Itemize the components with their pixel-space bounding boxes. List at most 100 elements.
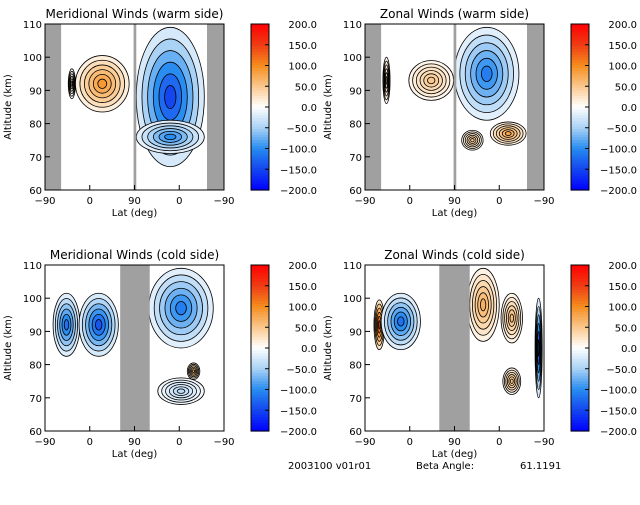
beta-value: 61.1191: [520, 461, 562, 472]
colorbar-swatch: [571, 101, 589, 105]
colorbar-swatch: [571, 24, 589, 28]
colorbar-swatch: [251, 323, 269, 327]
colorbar-tick-label: 50.0: [615, 82, 637, 93]
contour-level: [385, 76, 388, 85]
colorbar-swatch: [571, 65, 589, 69]
colorbar-swatch: [251, 148, 269, 152]
colorbar-swatch: [251, 364, 269, 368]
colorbar-tick-label: −150.0: [280, 406, 317, 417]
colorbar-swatch: [251, 353, 269, 357]
y-tick-label: 70: [29, 153, 42, 164]
colorbar-swatch: [571, 400, 589, 404]
contour-level: [95, 319, 103, 331]
colorbar-swatch: [251, 309, 269, 313]
colorbar-tick-label: 100.0: [288, 303, 317, 314]
colorbar-swatch: [571, 54, 589, 58]
colorbar-swatch: [251, 395, 269, 399]
colorbar-swatch: [571, 422, 589, 427]
colorbar-swatch: [251, 68, 269, 72]
chart-title: Meridional Winds (warm side): [46, 7, 224, 21]
colorbar-swatch: [571, 411, 589, 415]
colorbar-swatch: [571, 265, 589, 269]
colorbar-swatch: [251, 29, 269, 33]
y-tick-label: 110: [343, 20, 362, 31]
colorbar-tick-label: −200.0: [600, 427, 637, 438]
colorbar-swatch: [251, 24, 269, 28]
colorbar: 200.0 150.0 100.0 50.0 0.0 −50.0 −100.0 −150.0 −…: [250, 20, 317, 197]
colorbar-swatch: [571, 353, 589, 357]
colorbar-swatch: [571, 162, 589, 166]
colorbar-tick-label: 200.0: [288, 261, 317, 272]
colorbar-swatch: [251, 273, 269, 277]
colorbar-swatch: [251, 176, 269, 180]
colorbar-tick-label: 200.0: [608, 20, 637, 31]
y-axis-label: Altitude (km): [323, 74, 334, 140]
colorbar-swatch: [251, 292, 269, 297]
colorbar-swatch: [571, 59, 589, 64]
y-tick-label: 100: [343, 53, 362, 64]
colorbar-swatch: [571, 107, 589, 111]
colorbar-swatch: [251, 59, 269, 64]
colorbar-swatch: [251, 87, 269, 91]
colorbar-swatch: [251, 57, 269, 61]
colorbar-swatch: [251, 129, 269, 133]
colorbar-swatch: [251, 32, 269, 36]
colorbar-swatch: [571, 419, 589, 424]
colorbar-swatch: [571, 361, 589, 366]
beta-label: Beta Angle:: [416, 461, 475, 472]
colorbar-swatch: [571, 334, 589, 338]
colorbar-swatch: [251, 173, 269, 177]
contour-level: [427, 76, 436, 85]
colorbar-swatch: [251, 98, 269, 103]
colorbar-swatch: [251, 270, 269, 274]
chart-title: Meridional Winds (cold side): [50, 248, 219, 262]
colorbar-swatch: [251, 317, 269, 321]
contour-level: [164, 133, 177, 141]
colorbar-swatch: [571, 278, 589, 283]
contour-level: [164, 85, 177, 110]
colorbar-swatch: [571, 336, 589, 341]
colorbar-swatch: [571, 178, 589, 183]
y-tick-label: 60: [349, 186, 362, 197]
x-tick-label: −90: [354, 196, 375, 207]
colorbar-tick-label: 0.0: [301, 344, 317, 355]
y-tick-label: 90: [29, 327, 42, 338]
y-tick-label: 70: [349, 153, 362, 164]
colorbar: 200.0 150.0 100.0 50.0 0.0 −50.0 −100.0 −150.0 −…: [250, 261, 317, 438]
y-tick-label: 90: [349, 86, 362, 97]
colorbar-swatch: [571, 375, 589, 380]
x-tick-label: −90: [213, 196, 234, 207]
colorbar-swatch: [571, 281, 589, 285]
x-tick-label: −90: [34, 437, 55, 448]
x-tick-label: −90: [533, 196, 554, 207]
colorbar-swatch: [251, 298, 269, 302]
colorbar-swatch: [251, 101, 269, 105]
colorbar-swatch: [571, 395, 589, 399]
y-tick-label: 80: [349, 361, 362, 372]
colorbar-tick-label: −200.0: [280, 186, 317, 197]
colorbar-swatch: [251, 120, 269, 125]
y-tick-label: 60: [29, 427, 42, 438]
chart-panel: Zonal Winds (cold side) 60 70 80 90 100 110 −90…: [323, 248, 637, 460]
chart-title: Zonal Winds (cold side): [384, 248, 525, 262]
colorbar-swatch: [251, 328, 269, 332]
colorbar-swatch: [571, 287, 589, 291]
colorbar-tick-label: −150.0: [280, 165, 317, 176]
colorbar-swatch: [571, 414, 589, 418]
chart-title: Zonal Winds (warm side): [380, 7, 529, 21]
colorbar-swatch: [571, 131, 589, 136]
colorbar-swatch: [251, 342, 269, 346]
colorbar-swatch: [571, 118, 589, 122]
colorbar-swatch: [251, 278, 269, 283]
colorbar-swatch: [251, 159, 269, 163]
contour-level: [504, 131, 512, 136]
colorbar-swatch: [571, 115, 589, 119]
colorbar-swatch: [571, 428, 589, 432]
colorbar-swatch: [251, 350, 269, 355]
colorbar-swatch: [251, 281, 269, 285]
chart-panel: Meridional Winds (warm side) 60 70 80 90 100 1…: [3, 7, 317, 219]
colorbar-swatch: [571, 82, 589, 86]
colorbar-swatch: [571, 71, 589, 75]
x-tick-label: 0: [87, 196, 93, 207]
colorbar-swatch: [251, 336, 269, 341]
